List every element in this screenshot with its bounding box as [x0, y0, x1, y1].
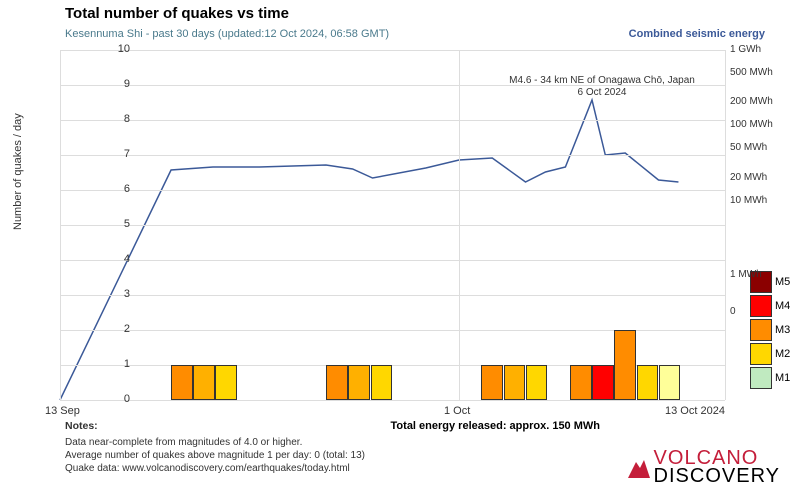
y-tick-label: 9	[110, 78, 130, 90]
quake-bar	[215, 365, 237, 400]
y2-tick-label: 1 MWh	[730, 269, 790, 280]
notes-header: Notes:	[65, 420, 365, 434]
chart-title: Total number of quakes vs time	[65, 5, 289, 22]
legend-item: M1	[750, 366, 795, 390]
legend-swatch	[750, 343, 772, 365]
logo-text-bottom: DISCOVERY	[654, 467, 780, 485]
legend-label: M3	[775, 324, 790, 336]
x-tick-label: 13 Sep	[45, 405, 80, 417]
gridline	[60, 50, 725, 51]
notes-line: Quake data: www.volcanodiscovery.com/ear…	[65, 462, 365, 475]
magnitude-legend: M5M4M3M2M1	[750, 270, 795, 390]
legend-item: M2	[750, 342, 795, 366]
quake-bar	[659, 365, 681, 400]
y-tick-label: 10	[110, 43, 130, 55]
legend-label: M1	[775, 372, 790, 384]
y2-tick-label: 500 MWh	[730, 67, 790, 78]
quake-bar	[614, 330, 636, 400]
legend-swatch	[750, 319, 772, 341]
y-tick-label: 3	[110, 288, 130, 300]
quake-bar	[637, 365, 659, 400]
quake-bar	[481, 365, 503, 400]
y2-tick-label: 200 MWh	[730, 96, 790, 107]
annotation-text: M4.6 - 34 km NE of Onagawa Chō, Japan	[502, 75, 702, 87]
gridline	[459, 50, 460, 400]
y-tick-label: 4	[110, 253, 130, 265]
y2-tick-label: 0	[730, 306, 790, 317]
y-tick-label: 0	[110, 393, 130, 405]
quake-bar	[371, 365, 393, 400]
x-tick-label: 1 Oct	[444, 405, 470, 417]
volcano-discovery-logo: VOLCANO DISCOVERY	[654, 449, 780, 485]
y2-tick-label: 100 MWh	[730, 119, 790, 130]
quake-bar	[592, 365, 614, 400]
plot-area: M4.6 - 34 km NE of Onagawa Chō, Japan6 O…	[60, 50, 725, 400]
quake-bar	[171, 365, 193, 400]
gridline	[60, 50, 61, 400]
energy-legend-label: Combined seismic energy	[629, 28, 765, 40]
gridline	[725, 50, 726, 400]
notes-line: Data near-complete from magnitudes of 4.…	[65, 436, 365, 449]
y2-tick-label: 1 GWh	[730, 44, 790, 55]
gridline	[60, 155, 725, 156]
y2-tick-label: 20 MWh	[730, 172, 790, 183]
notes-line: Average number of quakes above magnitude…	[65, 449, 365, 462]
y-tick-label: 6	[110, 183, 130, 195]
y-tick-label: 1	[110, 358, 130, 370]
quake-bar	[570, 365, 592, 400]
y-tick-label: 8	[110, 113, 130, 125]
gridline	[60, 400, 725, 401]
y2-tick-label: 50 MWh	[730, 142, 790, 153]
notes-block: Notes: Data near-complete from magnitude…	[65, 420, 365, 475]
annotation-date: 6 Oct 2024	[502, 87, 702, 99]
volcano-icon	[624, 454, 652, 482]
quake-bar	[504, 365, 526, 400]
y-tick-label: 5	[110, 218, 130, 230]
quake-bar	[193, 365, 215, 400]
gridline	[60, 295, 725, 296]
x-tick-label: 13 Oct 2024	[665, 405, 725, 417]
y-tick-label: 2	[110, 323, 130, 335]
quake-bar	[326, 365, 348, 400]
gridline	[60, 225, 725, 226]
quake-bar	[526, 365, 548, 400]
chart-subtitle: Kesennuma Shi - past 30 days (updated:12…	[65, 28, 389, 40]
total-energy-text: Total energy released: approx. 150 MWh	[391, 420, 600, 432]
y-tick-label: 7	[110, 148, 130, 160]
legend-item: M3	[750, 318, 795, 342]
gridline	[60, 260, 725, 261]
y2-tick-label: 10 MWh	[730, 195, 790, 206]
peak-annotation: M4.6 - 34 km NE of Onagawa Chō, Japan6 O…	[502, 75, 702, 99]
legend-label: M2	[775, 348, 790, 360]
gridline	[60, 120, 725, 121]
quake-bar	[348, 365, 370, 400]
legend-swatch	[750, 367, 772, 389]
gridline	[60, 190, 725, 191]
y-axis-label: Number of quakes / day	[12, 113, 24, 230]
